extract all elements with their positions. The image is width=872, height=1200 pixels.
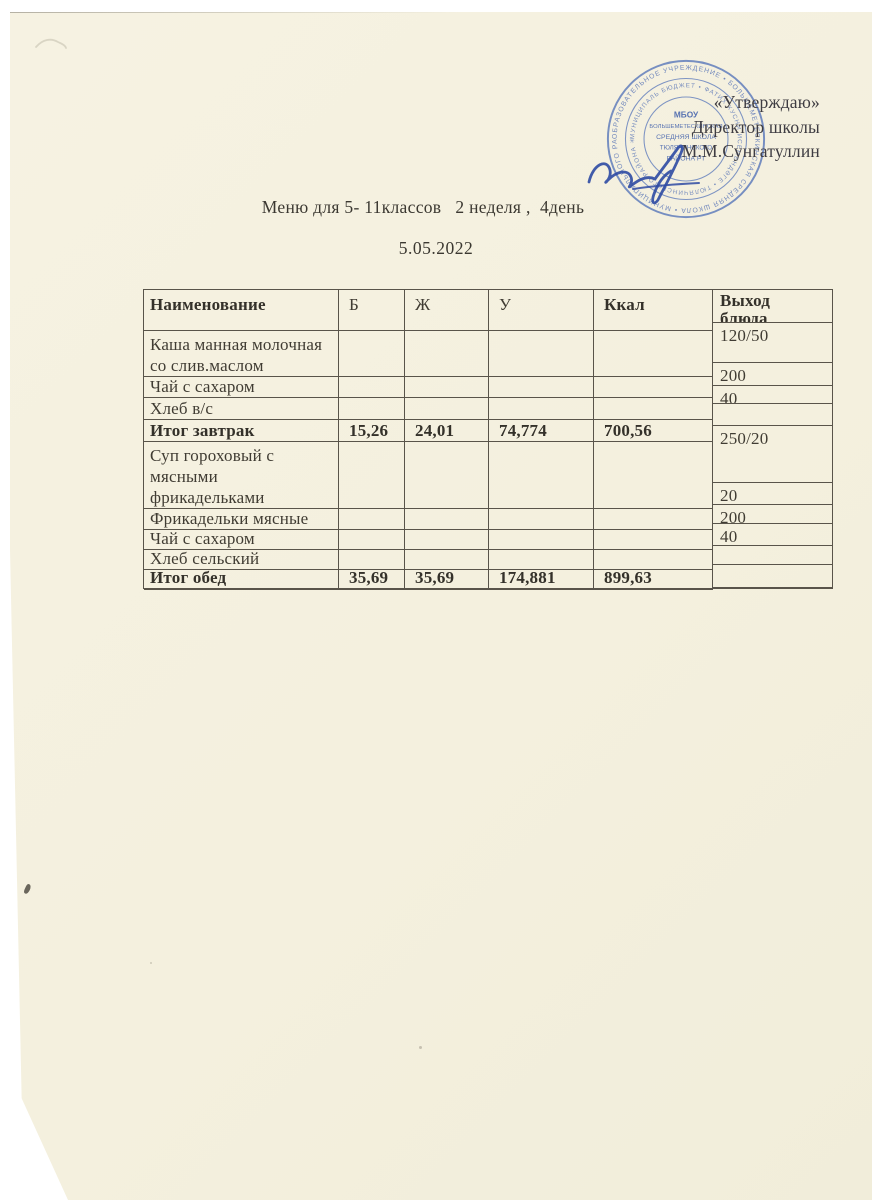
dish-name-cell: Каша манная молочная со слив.маслом (144, 331, 339, 377)
output-cell: 120/50 (713, 323, 833, 363)
column-header-name: Наименование (144, 290, 339, 331)
stamp-center-school-name: БОЛЬШЕМЕТЕСКИНСКАЯ (649, 124, 722, 130)
stamp-outer-circle (606, 59, 766, 219)
fat-cell (405, 374, 489, 398)
stamp-center-abbr: МБОУ (674, 110, 699, 120)
stamp-inner-circle (643, 96, 729, 182)
carbs-cell (489, 374, 594, 398)
kcal-cell: 899,63 (594, 565, 713, 590)
carbs-cell: 174,881 (489, 565, 594, 590)
dish-name-cell: Суп гороховый с мясными фрикадельками (144, 442, 339, 509)
kcal-cell (594, 374, 713, 398)
output-cell: 200 (713, 363, 833, 386)
table-row: Суп гороховый с мясными фрикадельками (144, 442, 713, 509)
total-label-cell: Итог обед (144, 565, 339, 590)
table-row: Каша манная молочная со слив.маслом (144, 331, 713, 377)
carbs-cell (489, 331, 594, 377)
fat-cell: 35,69 (405, 565, 489, 590)
carbs-cell (489, 396, 594, 420)
fat-cell (405, 526, 489, 550)
kcal-cell: 700,56 (594, 418, 713, 442)
column-header-kcal: Ккал (594, 290, 713, 331)
protein-cell: 15,26 (339, 418, 405, 442)
paper-edge-line (10, 12, 460, 13)
protein-cell (339, 506, 405, 530)
dish-name-cell: Фрикадельки мясные (144, 506, 339, 530)
output-cell: 200 (713, 505, 833, 524)
approval-line-approve: «Утверждаю» (713, 92, 820, 112)
carbs-cell (489, 526, 594, 550)
protein-cell (339, 546, 405, 570)
protein-cell (339, 396, 405, 420)
carbs-cell (489, 442, 594, 509)
fat-cell (405, 506, 489, 530)
lunch-total-row: Итог обед 35,69 35,69 174,881 899,63 (144, 565, 713, 590)
table-header-row: Наименование Б Ж У Ккал (144, 290, 713, 331)
paper-sheet (10, 12, 872, 1200)
carbs-cell: 74,774 (489, 418, 594, 442)
director-signature (587, 144, 700, 205)
protein-cell (339, 374, 405, 398)
dish-name-cell: Чай с сахаром (144, 374, 339, 398)
fat-cell (405, 546, 489, 570)
protein-cell (339, 442, 405, 509)
stamp-middle-circle (624, 77, 748, 201)
output-cell (713, 404, 833, 426)
menu-table: Наименование Б Ж У Ккал Каша манная моло… (143, 289, 833, 590)
output-cell (713, 546, 833, 565)
table-row: Фрикадельки мясные (144, 506, 713, 530)
fat-cell (405, 442, 489, 509)
column-header-carbs: У (489, 290, 594, 331)
breakfast-total-row: Итог завтрак 15,26 24,01 74,774 700,56 (144, 418, 713, 442)
output-cell (713, 565, 833, 589)
scan-speck (150, 962, 152, 964)
stamp-center-region: РАЙОНА РТ (667, 153, 707, 162)
column-header-fat: Ж (405, 290, 489, 331)
pencil-squiggle (35, 38, 67, 49)
approval-line-name: М.М.Сунгатуллин (681, 141, 820, 161)
menu-title: Меню для 5- 11классов 2 неделя , 4день (261, 197, 585, 217)
table-row: Чай с сахаром (144, 526, 713, 550)
output-cell: 40 (713, 386, 833, 404)
kcal-cell (594, 331, 713, 377)
column-header-protein: Б (339, 290, 405, 331)
kcal-cell (594, 526, 713, 550)
dish-name-cell: Чай с сахаром (144, 526, 339, 550)
carbs-cell (489, 546, 594, 570)
kcal-cell (594, 546, 713, 570)
fat-cell (405, 396, 489, 420)
total-label-cell: Итог завтрак (144, 418, 339, 442)
fat-cell (405, 331, 489, 377)
kcal-cell (594, 506, 713, 530)
scan-speck (419, 1046, 422, 1049)
stamp-center-district: ТЮЛЯЧИНСКОГО (660, 145, 712, 152)
protein-cell (339, 526, 405, 550)
output-cell: 20 (713, 483, 833, 505)
approval-block: «Утверждаю» Директор школы М.М.Сунгатулл… (682, 90, 820, 164)
output-cell: 250/20 (713, 426, 833, 483)
table-row: Чай с сахаром (144, 374, 713, 398)
kcal-cell (594, 396, 713, 420)
stamp-center-school-type: СРЕДНЯЯ ШКОЛА (656, 134, 716, 141)
menu-date: 5.05.2022 (398, 238, 474, 258)
protein-cell (339, 331, 405, 377)
column-header-output: Выход блюда (713, 290, 833, 323)
kcal-cell (594, 442, 713, 509)
menu-table-main-columns: Наименование Б Ж У Ккал Каша манная моло… (143, 289, 713, 590)
output-column: Выход блюда 120/50 200 40 250/20 20 200 … (713, 289, 833, 589)
table-row: Хлеб сельский (144, 546, 713, 570)
carbs-cell (489, 506, 594, 530)
output-cell: 40 (713, 524, 833, 546)
fat-cell: 24,01 (405, 418, 489, 442)
dish-name-cell: Хлеб сельский (144, 546, 339, 570)
table-row: Хлеб в/с (144, 396, 713, 420)
protein-cell: 35,69 (339, 565, 405, 590)
approval-line-director: Директор школы (691, 116, 820, 137)
dish-name-cell: Хлеб в/с (144, 396, 339, 420)
